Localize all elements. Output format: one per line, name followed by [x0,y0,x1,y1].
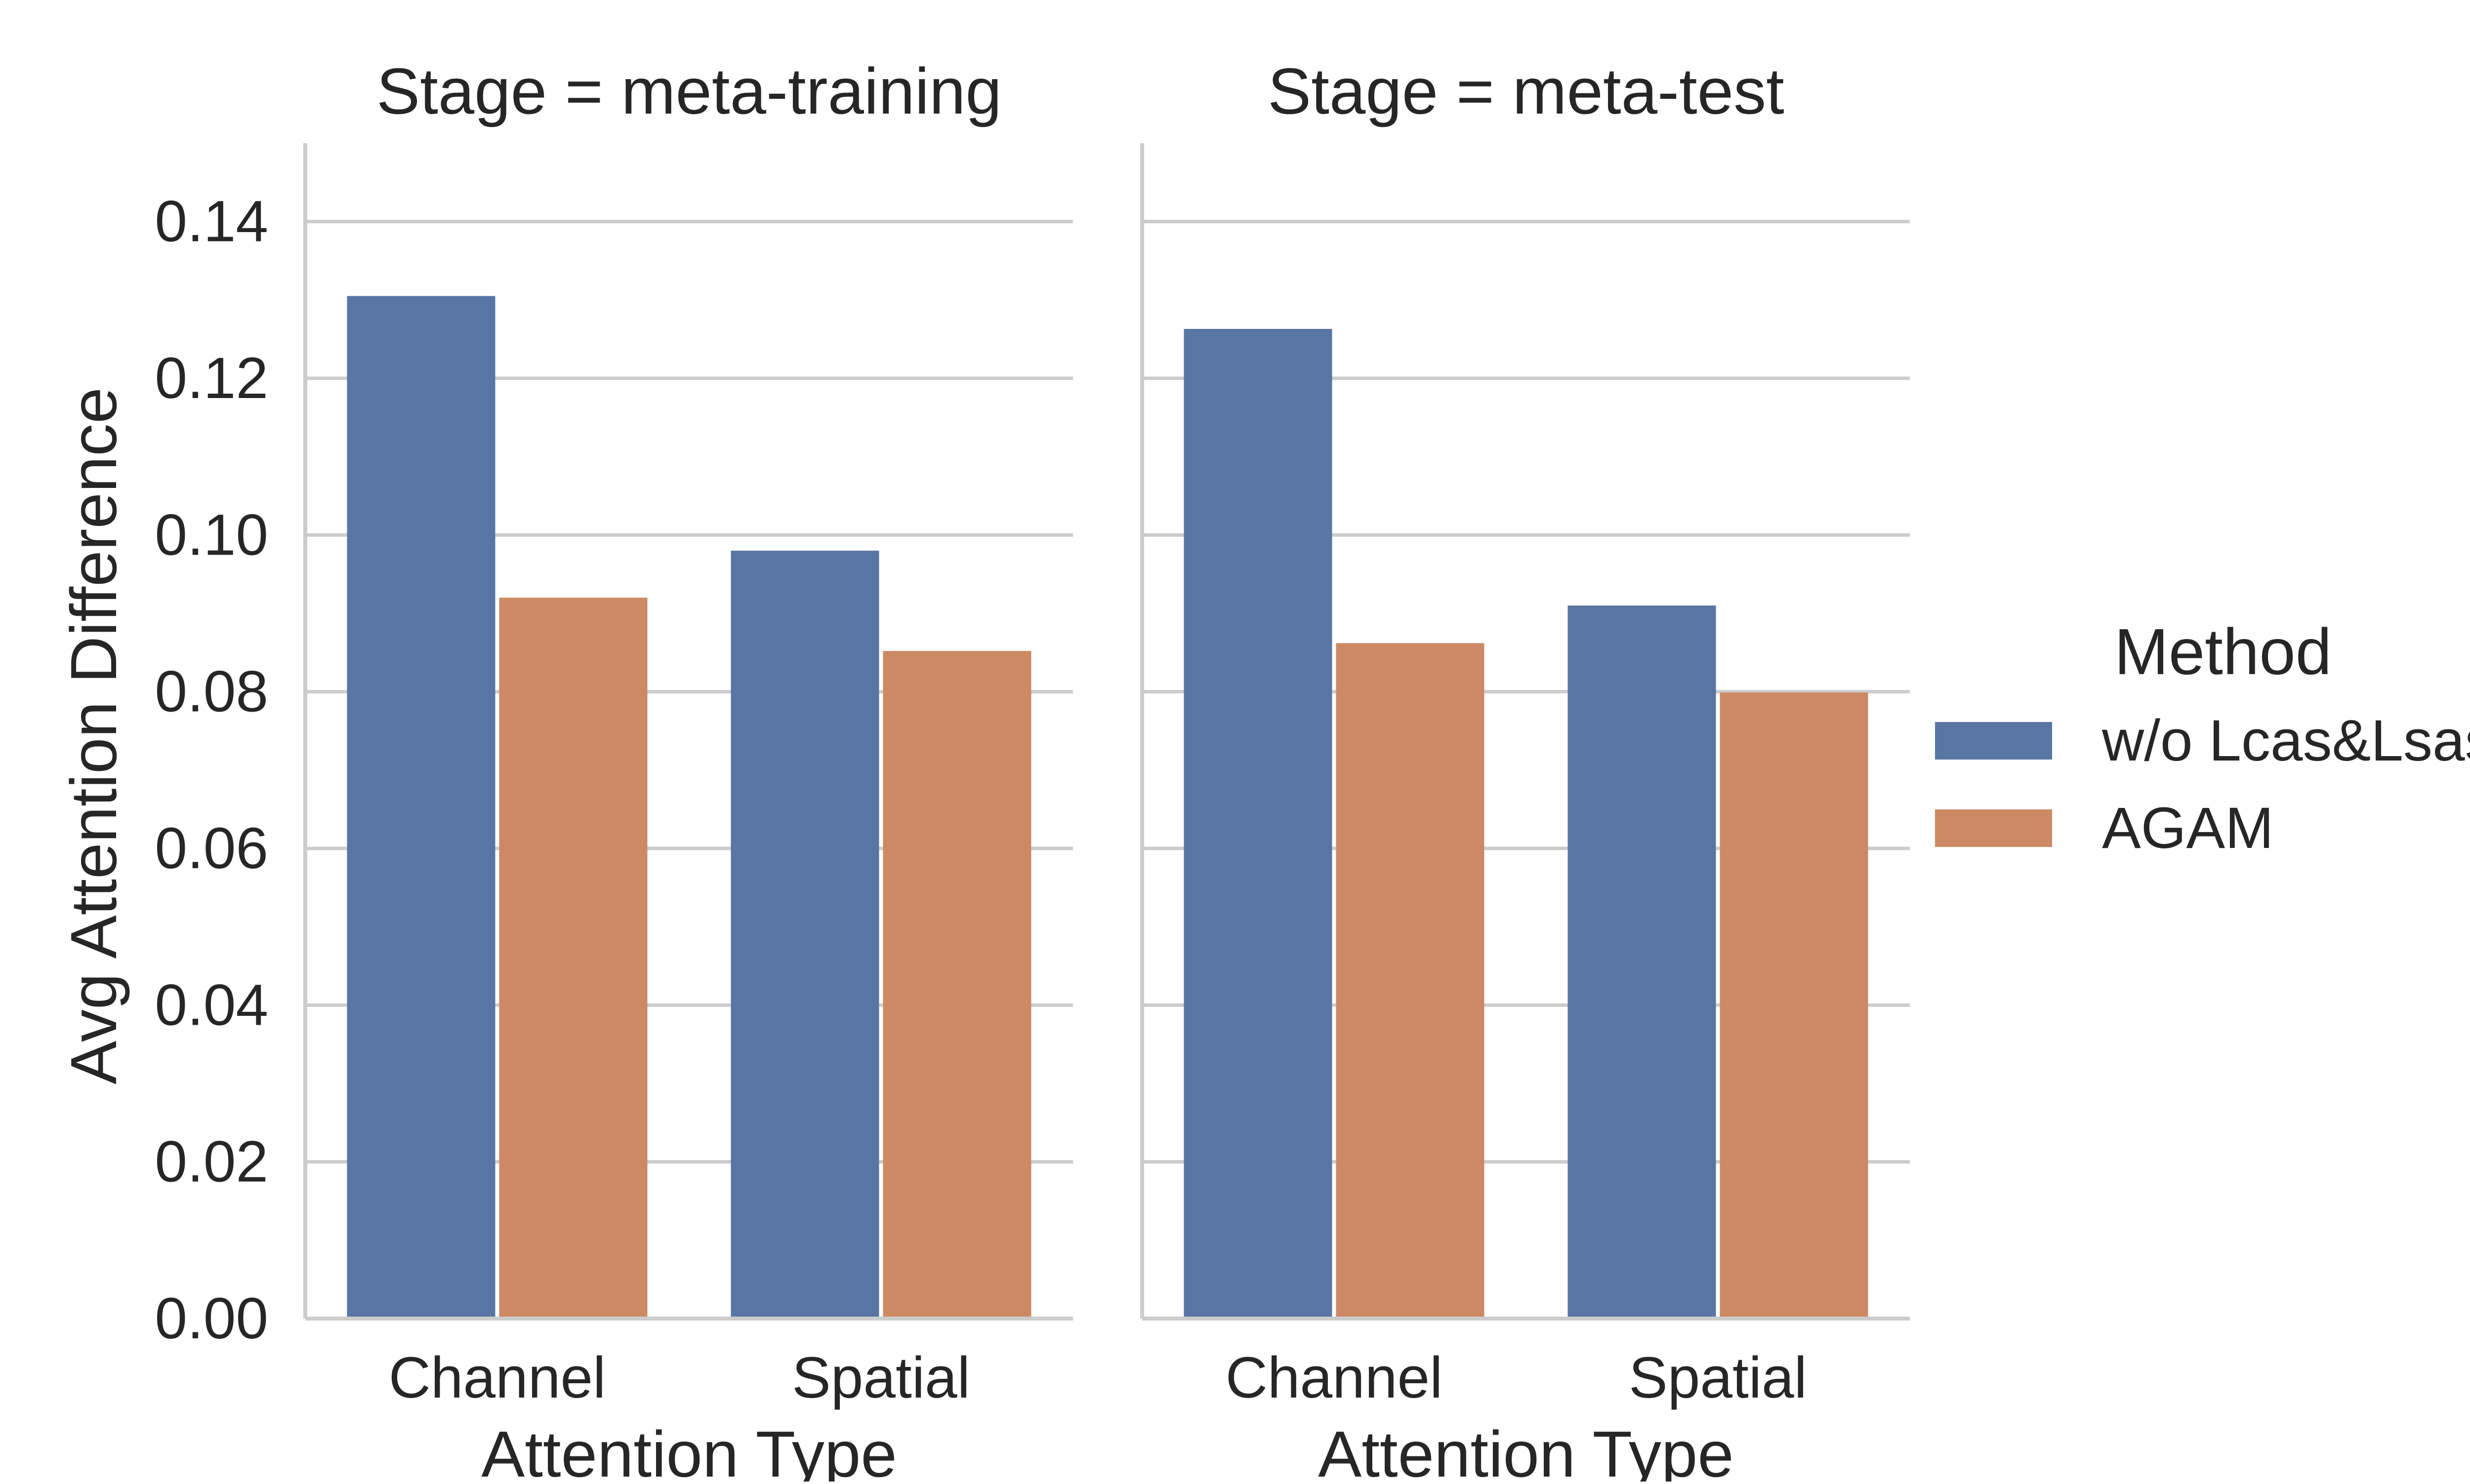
bar [1336,643,1484,1319]
y-tick-label: 0.06 [155,816,268,881]
legend-swatch [1935,809,2052,847]
bar [883,651,1031,1319]
legend-label: w/o Lcas&Lsas [2101,708,2470,773]
facets: Channel Spatial 0.00 0.02 0.04 0.06 0.08 0.10 0.… [155,55,1910,1484]
y-tick-label: 0.10 [155,502,268,567]
facet-panel: Channel Spatial Stage = meta-test Attention… [1140,55,1910,1484]
legend: Method w/o Lcas&Lsas AGAM [1935,615,2470,861]
x-axis-label: Attention Type [1318,1418,1734,1482]
x-tick-label: Spatial [1629,1345,1807,1410]
y-tick-label: 0.04 [155,972,268,1038]
facet-title: Stage = meta-test [1268,55,1784,127]
bar [1184,329,1332,1319]
legend-title: Method [2114,615,2332,688]
y-tick-label: 0.08 [155,659,268,724]
y-tick-label: 0.02 [155,1129,268,1195]
y-tick-label: 0.14 [155,189,268,254]
bar [499,598,648,1319]
bar [1720,692,1868,1319]
bar [347,296,495,1319]
facet-title: Stage = meta-training [376,55,1002,127]
bar [731,551,879,1319]
legend-label: AGAM [2102,796,2274,861]
x-tick-label: Channel [389,1345,606,1410]
x-tick-label: Spatial [792,1345,970,1410]
y-tick-label: 0.12 [155,346,268,411]
legend-swatch [1935,722,2052,760]
facet-panel: Channel Spatial 0.00 0.02 0.04 0.06 0.08 0.10 0.… [155,55,1073,1484]
y-tick-label: 0.00 [155,1286,268,1351]
y-axis-label: Avg Attention Difference [57,387,130,1084]
bar [1567,605,1716,1319]
x-tick-label: Channel [1226,1345,1443,1410]
x-axis-label: Attention Type [481,1418,897,1482]
